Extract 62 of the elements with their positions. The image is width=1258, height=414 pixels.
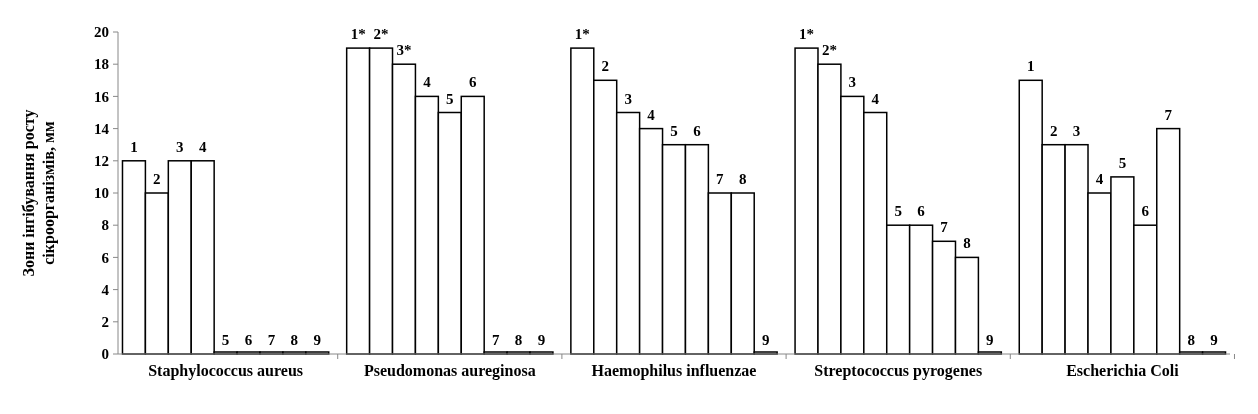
annotation: 5: [221, 332, 230, 348]
annotation: 6: [693, 122, 702, 139]
y-tick-label: 2: [101, 314, 109, 331]
annotation: 8: [514, 332, 523, 348]
annotation: 3: [848, 74, 857, 91]
annotation: 1: [130, 138, 138, 155]
annotation: 3: [624, 90, 632, 107]
annotation: 2: [1049, 122, 1058, 139]
annotation: 4: [647, 106, 656, 123]
annotation: 6: [1141, 203, 1150, 220]
y-tick-label: 10: [94, 185, 109, 202]
annotation: 5: [894, 203, 902, 220]
annotation: 5: [670, 122, 678, 139]
annotation: 8: [739, 171, 747, 187]
annotation: 6: [468, 74, 477, 91]
x-tick-label: Haemophilus influenzae: [591, 362, 757, 380]
annotation: 6: [244, 332, 253, 348]
annotation: 1*: [574, 26, 590, 43]
annotation: 9: [1210, 332, 1218, 348]
annotation: 9: [986, 332, 994, 348]
annotation: 7: [1164, 106, 1173, 123]
annotation: 7: [940, 219, 949, 236]
annotation: 6: [917, 203, 926, 220]
annotation: 5: [1118, 154, 1127, 171]
annotation: 9: [761, 332, 770, 348]
y-tick-label: 12: [94, 153, 109, 170]
y-tick-label: 4: [101, 281, 110, 298]
x-tick-label: Streptococcus pyrogenes: [814, 362, 983, 380]
annotation: 9: [313, 332, 322, 348]
annotation: 4: [423, 74, 432, 91]
annotation: 2*: [821, 42, 837, 59]
annotation: 4: [198, 138, 207, 155]
annotation: 8: [963, 235, 971, 252]
annotation: 1*: [799, 26, 815, 43]
annotation: 2*: [373, 26, 389, 43]
x-tick-label: Escherichia Coli: [1066, 362, 1180, 379]
annotation: 7: [491, 332, 500, 348]
annotation: 1: [1026, 58, 1035, 75]
annotation: 1*: [350, 26, 366, 43]
y-tick-label: 20: [94, 24, 109, 41]
annotation: 8: [290, 332, 299, 348]
y-tick-label: 6: [101, 249, 110, 266]
y-tick-label: 16: [94, 88, 110, 105]
annotation: 3*: [396, 42, 412, 59]
annotation: 2: [601, 58, 609, 75]
annotation: 9: [537, 332, 546, 348]
annotation: 4: [871, 90, 880, 107]
annotation: 7: [716, 171, 725, 187]
y-axis-title: Зони інгібування росту сікроорганізмів, мм: [20, 109, 58, 277]
annotation: 5: [446, 90, 454, 107]
annotation: 7: [267, 332, 276, 348]
x-tick-label: Staphylococcus aureus: [148, 362, 304, 380]
annotation: 2: [153, 171, 161, 187]
y-tick-label: 0: [101, 346, 109, 363]
annotation: 3: [176, 138, 184, 155]
y-tick-label: 14: [94, 120, 110, 137]
y-tick-label: 18: [94, 56, 109, 73]
annotation: 4: [1095, 171, 1104, 187]
y-tick-label: 8: [101, 217, 109, 234]
x-tick-label: Pseudomonas aureginosa: [363, 362, 536, 380]
annotation: 3: [1072, 122, 1081, 139]
annotation: 8: [1187, 332, 1195, 348]
